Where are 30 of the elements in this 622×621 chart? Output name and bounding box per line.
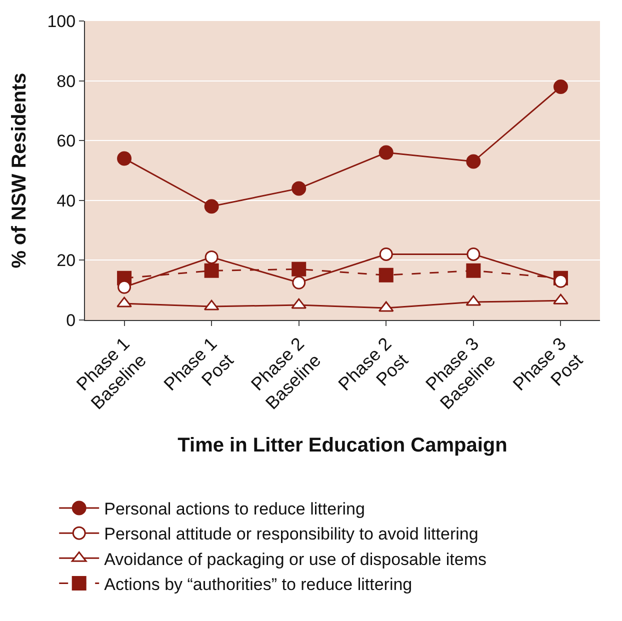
y-tick-label: 20: [56, 251, 76, 270]
point: [553, 294, 568, 304]
point: [378, 145, 394, 160]
y-axis-title: % of NSW Residents: [8, 72, 31, 268]
point: [466, 263, 481, 278]
point: [204, 263, 219, 278]
point: [292, 276, 306, 290]
legend-label: Actions by “authorities” to reduce littering: [104, 574, 412, 594]
point: [204, 250, 218, 264]
point: [379, 247, 393, 261]
point: [117, 151, 132, 166]
legend-label: Avoidance of packaging or use of disposable items: [104, 550, 487, 569]
y-tick-label: 80: [56, 72, 76, 91]
y-tick-label: 60: [56, 132, 76, 151]
legend-label: Personal attitude or responsibility to avoid littering: [104, 524, 478, 544]
point: [553, 80, 568, 94]
point: [554, 274, 568, 288]
point: [292, 181, 306, 196]
point: [116, 296, 132, 308]
legend-label: Personal actions to reduce littering: [104, 500, 365, 519]
point: [466, 154, 481, 169]
x-axis-title: Time in Litter Education Campaign: [178, 434, 508, 457]
point: [118, 280, 132, 294]
y-tick-label: 0: [66, 310, 76, 330]
y-tick-label: 100: [47, 12, 76, 31]
point: [204, 199, 219, 214]
y-tick-label: 40: [56, 191, 76, 210]
point: [466, 247, 480, 261]
point: [292, 262, 306, 276]
point: [378, 268, 394, 282]
